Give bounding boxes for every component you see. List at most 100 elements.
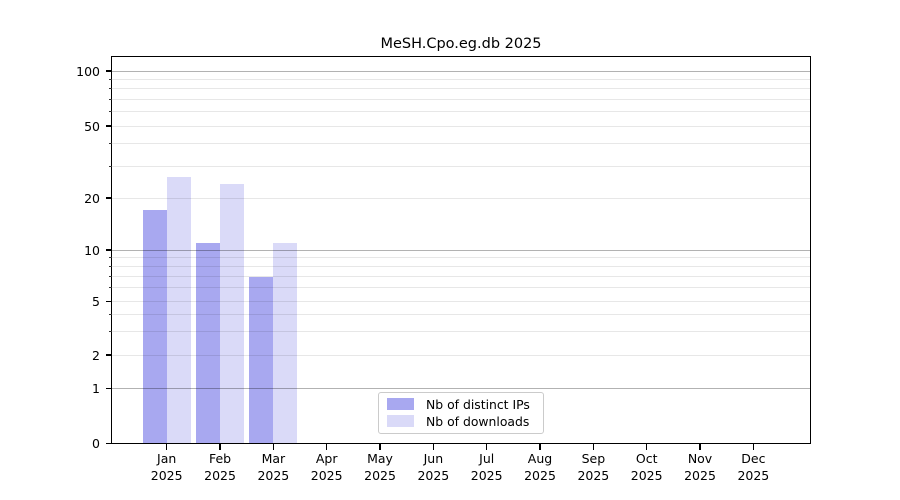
bar-downloads-feb — [220, 183, 245, 444]
y-tick-mark — [106, 125, 112, 127]
month-label: Feb — [208, 451, 232, 466]
y-tick-label: 10 — [84, 242, 100, 258]
x-tick-mark — [539, 443, 541, 450]
gridline-minor — [112, 301, 810, 302]
y-minor-tick-mark — [108, 111, 112, 113]
legend-swatch-icon — [387, 398, 414, 410]
x-tick-label-oct: Oct 2025 — [617, 451, 677, 484]
y-tick-label: 2 — [92, 347, 100, 363]
gridline-minor — [112, 314, 810, 316]
x-tick-mark — [379, 443, 381, 450]
month-label: May — [367, 451, 393, 466]
year-label: 2025 — [524, 467, 556, 483]
y-minor-tick-mark — [108, 98, 112, 100]
plot-area — [110, 56, 811, 445]
x-tick-label-jan: Jan 2025 — [137, 451, 197, 484]
y-tick-label: 50 — [84, 118, 100, 134]
x-tick-mark — [699, 443, 701, 450]
gridline-major — [112, 249, 810, 251]
gridline-minor — [112, 98, 810, 100]
x-tick-mark — [752, 443, 754, 450]
y-tick-mark — [106, 70, 112, 72]
gridline-major — [112, 70, 810, 72]
month-label: Mar — [261, 451, 286, 466]
x-tick-mark — [432, 443, 434, 450]
x-tick-mark — [486, 443, 488, 450]
y-tick-mark — [106, 354, 112, 356]
x-tick-label-aug: Aug 2025 — [510, 451, 570, 484]
y-tick-mark — [106, 197, 112, 199]
y-tick-label: 0 — [92, 436, 100, 451]
gridline-major — [112, 388, 810, 389]
x-tick-label-jul: Jul 2025 — [457, 451, 517, 484]
x-tick-label-dec: Dec 2025 — [723, 451, 783, 484]
x-tick-label-sep: Sep 2025 — [563, 451, 623, 484]
month-label: Sep — [581, 451, 606, 466]
year-label: 2025 — [257, 467, 290, 483]
gridline-minor — [112, 78, 810, 80]
month-label: Oct — [635, 451, 658, 466]
month-label: Nov — [687, 451, 713, 466]
y-minor-tick-mark — [108, 78, 112, 80]
gridline-minor — [112, 111, 810, 113]
x-tick-label-mar: Mar 2025 — [243, 451, 303, 484]
gridline-minor — [112, 330, 810, 332]
month-label: Jun — [423, 451, 444, 466]
y-minor-tick-mark — [108, 257, 112, 259]
y-minor-tick-mark — [108, 143, 112, 145]
x-tick-label-apr: Apr 2025 — [297, 451, 357, 484]
y-minor-tick-mark — [108, 165, 112, 167]
x-tick-mark — [272, 443, 274, 450]
legend-swatch-icon — [387, 415, 414, 427]
bar-distinct-ips-jan — [142, 210, 167, 444]
gridline-minor — [112, 125, 810, 127]
y-tick-mark — [106, 249, 112, 251]
year-label: 2025 — [310, 467, 343, 483]
x-tick-label-nov: Nov 2025 — [670, 451, 730, 484]
month-label: Jul — [479, 451, 495, 466]
year-label: 2025 — [577, 467, 610, 483]
month-label: Jan — [157, 451, 177, 466]
x-tick-label-jun: Jun 2025 — [403, 451, 463, 484]
x-tick-mark — [219, 443, 221, 450]
year-label: 2025 — [204, 467, 236, 483]
y-tick-label: 1 — [92, 381, 100, 396]
x-tick-mark — [646, 443, 648, 450]
x-tick-mark — [592, 443, 594, 450]
legend-entry: Nb of downloads — [387, 414, 535, 429]
month-label: Apr — [315, 451, 338, 466]
legend-label: Nb of downloads — [426, 413, 530, 429]
month-label: Dec — [741, 451, 766, 466]
gridline-minor — [112, 266, 810, 268]
legend-label: Nb of distinct IPs — [426, 396, 530, 412]
legend: Nb of distinct IPs Nb of downloads — [378, 391, 544, 434]
bar-distinct-ips-feb — [196, 242, 221, 444]
gridline-minor — [112, 197, 810, 199]
y-minor-tick-mark — [108, 330, 112, 332]
x-tick-label-feb: Feb 2025 — [190, 451, 250, 484]
year-label: 2025 — [364, 467, 396, 483]
gridline-minor — [112, 354, 810, 356]
year-label: 2025 — [150, 467, 183, 483]
y-minor-tick-mark — [108, 276, 112, 277]
y-minor-tick-mark — [108, 88, 112, 90]
x-tick-mark — [166, 443, 168, 450]
y-minor-tick-mark — [108, 314, 112, 316]
y-minor-tick-mark — [108, 287, 112, 289]
year-label: 2025 — [684, 467, 716, 483]
bar-distinct-ips-mar — [249, 276, 274, 444]
bar-downloads-jan — [166, 177, 191, 444]
y-tick-mark — [106, 387, 112, 390]
bar-downloads-mar — [273, 242, 298, 444]
chart-title: MeSH.Cpo.eg.db 2025 — [380, 36, 542, 52]
year-label: 2025 — [470, 467, 503, 483]
y-minor-tick-mark — [108, 266, 112, 268]
y-tick-label: 100 — [76, 63, 100, 79]
year-label: 2025 — [630, 467, 663, 483]
gridline-minor — [112, 257, 810, 259]
legend-entry: Nb of distinct IPs — [387, 397, 535, 412]
gridline-minor — [112, 165, 810, 167]
gridline-minor — [112, 287, 810, 289]
year-label: 2025 — [417, 467, 450, 483]
